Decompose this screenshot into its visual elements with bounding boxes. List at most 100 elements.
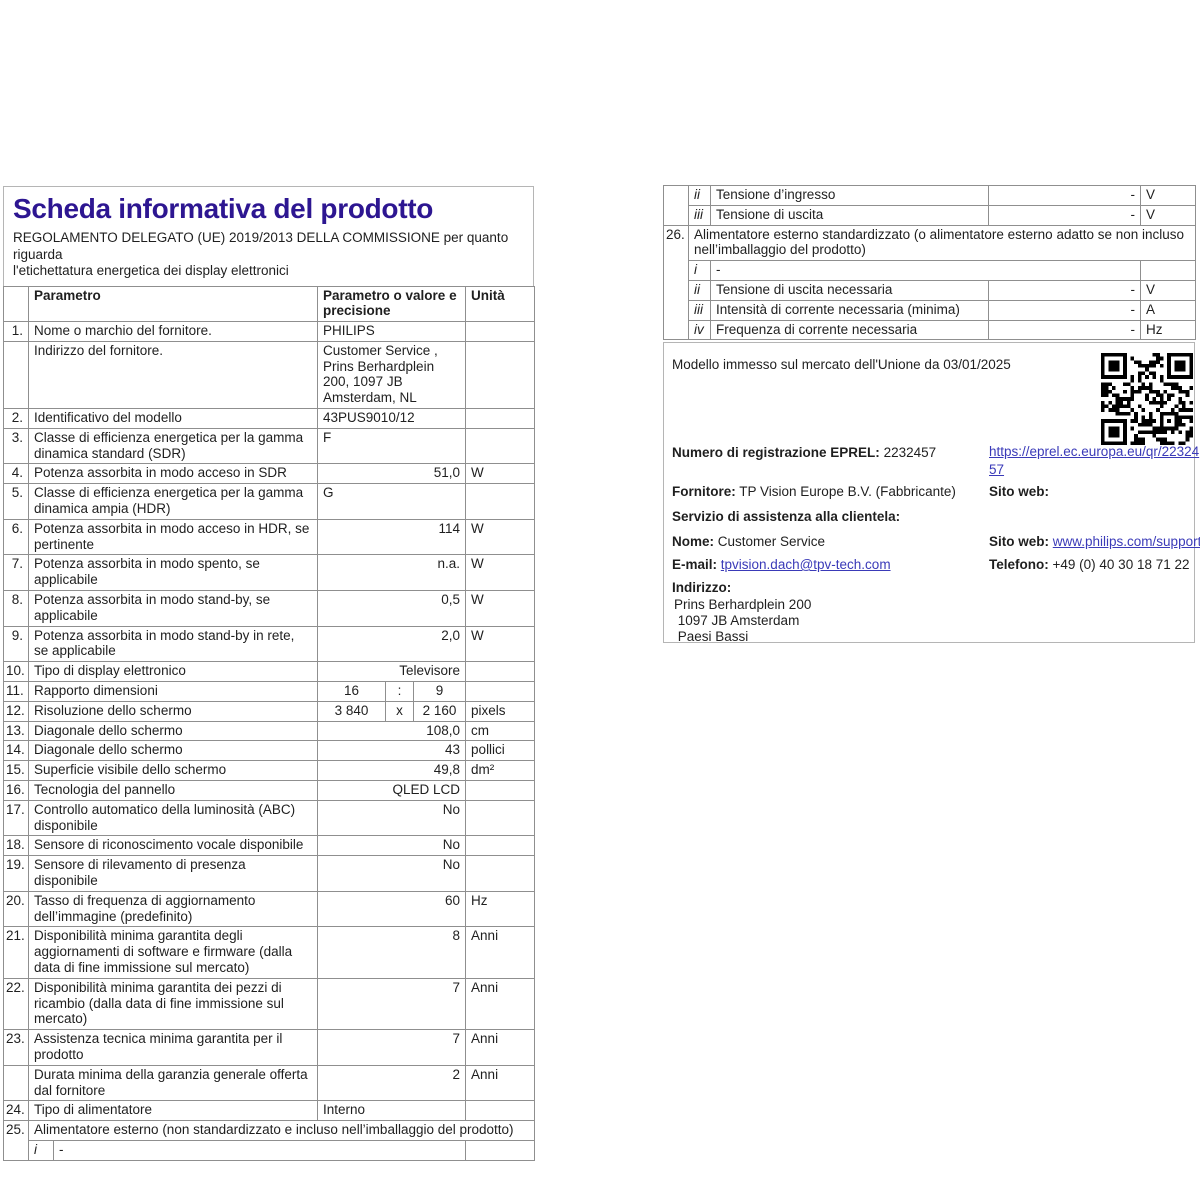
row-label: Sensore di rilevamento di presenza dispo…	[27, 855, 319, 892]
table-row: 21. Disponibilità minima garantita degli …	[3, 926, 536, 979]
row-label: Frequenza di corrente necessaria	[710, 319, 989, 341]
table-row: 16. Tecnologia del pannello QLED LCD	[3, 780, 536, 801]
email-row: E-mail: tpvision.dach@tpv-tech.com	[672, 557, 891, 573]
table-row: ii Tensione di uscita necessaria - V	[664, 279, 1196, 301]
table-row: 24. Tipo di alimentatore Interno	[3, 1100, 536, 1122]
row-value-separator: :	[385, 681, 415, 702]
row-number: 7.	[3, 554, 29, 592]
row-label: Durata minima della garanzia generale of…	[27, 1064, 319, 1102]
row-roman: iii	[688, 204, 711, 226]
table-row: 9. Potenza assorbita in modo stand-by in …	[3, 625, 536, 663]
supplier-row: Fornitore: TP Vision Europe B.V. (Fabbri…	[672, 484, 956, 500]
row-number: 1.	[3, 321, 29, 342]
row-number: 8.	[3, 590, 29, 627]
phone-label: Telefono:	[989, 557, 1049, 572]
row-label: Tasso di frequenza di aggiornamento dell…	[27, 890, 319, 928]
row-value: 2	[317, 1064, 467, 1102]
address-line-2: 1097 JB Amsterdam	[674, 613, 800, 628]
table-row: i-	[4, 1139, 536, 1161]
row-unit	[1140, 260, 1196, 281]
row-label: Diagonale dello schermo	[27, 740, 319, 762]
row-value: 2,0	[317, 625, 467, 663]
eprel-link[interactable]: https://eprel.ec.europa.eu/qr/2232457	[989, 444, 1200, 477]
row-number: 26.	[663, 224, 689, 341]
table-row: 5. Classe di efficienza energetica per la…	[3, 483, 536, 520]
header-parameter: Parametro	[27, 285, 319, 323]
row-unit: Anni	[465, 926, 536, 979]
row-unit	[465, 483, 536, 520]
row-unit: pixels	[465, 700, 536, 722]
table-row: Durata minima della garanzia generale of…	[3, 1064, 536, 1102]
header-value: Parametro o valore e pre­cisione	[317, 285, 467, 323]
row-value: 60	[317, 890, 467, 928]
website-row: Sito web: www.philips.com/support	[989, 534, 1200, 550]
row-value: 49,8	[317, 760, 467, 782]
row-value-separator: x	[385, 700, 415, 722]
row-number	[3, 340, 29, 410]
row-number: 25.	[3, 1120, 29, 1161]
row-label: Risoluzione dello schermo	[27, 700, 319, 722]
table-row: 18. Sensore di riconoscimento vocale disp…	[3, 835, 536, 857]
row-label: Controllo automatico della luminosità (A…	[27, 799, 319, 837]
row-number: 12.	[3, 700, 29, 722]
row-unit: W	[465, 518, 536, 556]
product-parameters-table: Parametro Parametro o valore e pre­cisio…	[3, 285, 536, 1161]
supplier-name: TP Vision Europe B.V. (Fabbricante)	[739, 484, 956, 499]
table-row: 14. Diagonale dello schermo 43 pollici	[3, 740, 536, 762]
regulation-subtitle-line2: l'etichettatura energetica dei display e…	[13, 263, 289, 278]
row-value: 108,0	[317, 720, 467, 742]
row-unit: V	[1140, 279, 1196, 301]
row-label: Potenza assorbita in modo stand-by in re…	[27, 625, 319, 663]
row-number	[663, 185, 689, 226]
row-label: Classe di efficienza energetica per la g…	[27, 483, 319, 520]
email-link[interactable]: tpvision.dach@tpv-tech.com	[720, 557, 891, 572]
support-website-link[interactable]: www.philips.com/support	[1052, 534, 1200, 549]
row-unit: W	[465, 590, 536, 627]
table-row: 12. Risoluzione dello schermo 3 840 x 2 160 p…	[3, 700, 536, 722]
address-heading: Indirizzo:	[672, 580, 732, 595]
row-number: 14.	[3, 740, 29, 762]
table-row: 4. Potenza assorbita in modo acceso in SD…	[3, 463, 536, 485]
table-row: 2. Identificativo del modello 43PUS9010/12	[3, 408, 536, 429]
row-value: G	[317, 483, 467, 520]
page-title: Scheda informativa del prodotto	[13, 193, 434, 224]
row-unit	[465, 340, 536, 410]
row-label: Disponibilità minima garantita dei pezzi…	[27, 977, 319, 1031]
contact-name-row: Nome: Customer Service	[672, 534, 825, 550]
row-unit: W	[465, 554, 536, 592]
email-label: E-mail:	[672, 557, 718, 572]
table-row: i-	[664, 260, 1196, 281]
row-value: -	[988, 279, 1141, 301]
row-value: PHILIPS	[317, 321, 467, 342]
row-label: Potenza assorbita in modo acceso in HDR,…	[27, 518, 319, 556]
row-label: Potenza assorbita in modo stand-by, se a…	[27, 590, 319, 627]
row-number: 3.	[3, 427, 29, 465]
row-label: Tensione di uscita necessaria	[710, 279, 989, 301]
row-label: Identificativo del modello	[27, 408, 319, 429]
row-value-b: 9	[413, 681, 467, 702]
row-number: 17.	[3, 799, 29, 837]
row-unit	[465, 427, 536, 465]
row-number: 22.	[3, 977, 29, 1031]
row-label: Alimentatore esterno (non standardizzato…	[27, 1120, 536, 1141]
header-number-cell	[3, 285, 29, 323]
row-number: 18.	[3, 835, 29, 857]
row-label: Indirizzo del fornitore.	[27, 340, 319, 410]
customer-service-heading: Servizio di assistenza alla clientela:	[672, 509, 901, 524]
row-value-a: 16	[317, 681, 387, 702]
row-roman: iv	[688, 319, 711, 341]
table-row: 20. Tasso di frequenza di aggiornamento d…	[3, 890, 536, 928]
table-row: 23. Assistenza tecnica minima garantita p…	[3, 1029, 536, 1066]
row-unit: Anni	[465, 977, 536, 1031]
name-label: Nome:	[672, 534, 715, 549]
row-value: -	[988, 299, 1141, 321]
row-unit: V	[1140, 185, 1196, 206]
row-unit: Anni	[465, 1064, 536, 1102]
table-row: 17. Controllo automatico della luminosità…	[3, 799, 536, 837]
row-number: 13.	[3, 720, 29, 742]
row-value: -	[52, 1139, 467, 1161]
row-unit: Hz	[465, 890, 536, 928]
row-value: 114	[317, 518, 467, 556]
